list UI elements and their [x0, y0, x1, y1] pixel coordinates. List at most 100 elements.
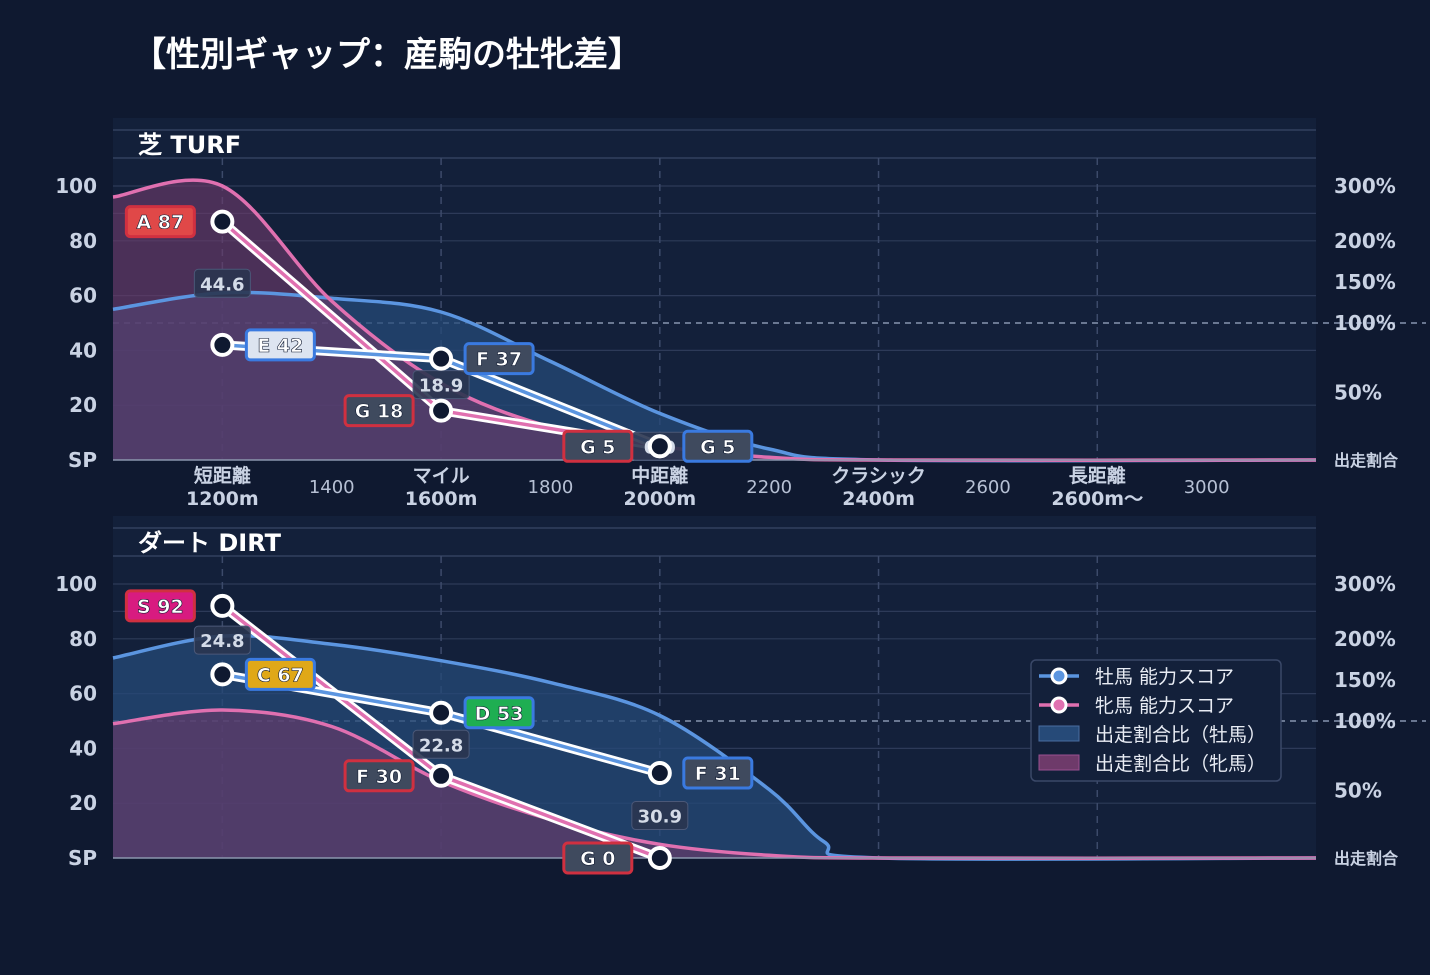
grade-badge-box: [562, 429, 634, 463]
grade-badge-box: [124, 205, 196, 239]
ratio-tick-label: 50%: [1334, 779, 1382, 803]
grade-badge-text: S 92: [137, 596, 184, 618]
y-tick-label: 60: [69, 682, 97, 706]
x-major-label: クラシック: [831, 465, 926, 487]
grade-badge-text: G 0: [580, 848, 615, 870]
ratio-tick-label: 100%: [1334, 709, 1396, 733]
grade-badge-box: [244, 657, 316, 691]
grade-badge-text: F 30: [356, 766, 402, 788]
gap-label-text: 30.9: [638, 807, 682, 828]
score-point-female: [429, 763, 454, 788]
grade-badge-text: G 5: [580, 436, 615, 458]
gap-label: 30.9: [631, 801, 689, 831]
legend-item-female-score: 牝馬 能力スコア: [1039, 695, 1234, 717]
grade-badge-male: D 53: [463, 696, 535, 730]
grade-badge-male: G 5: [682, 429, 754, 463]
score-point-male: [647, 761, 672, 786]
y-tick-label: 80: [69, 229, 97, 253]
grade-badge-text: G 5: [700, 436, 735, 458]
grade-badge-male: C 67: [244, 657, 316, 691]
score-point-male: [210, 332, 235, 357]
y-tick-label: 20: [69, 393, 97, 417]
score-point-female: [210, 593, 235, 618]
gap-label-text: 24.8: [200, 631, 244, 652]
grade-badge-female: A 87: [124, 205, 196, 239]
gap-label: 22.8: [412, 729, 470, 759]
legend-item-male-ratio: 出走割合比（牡馬）: [1038, 724, 1266, 746]
y-tick-label: 100: [55, 174, 97, 198]
ratio-tick-label: 50%: [1334, 381, 1382, 405]
grade-badge-female: F 30: [343, 759, 415, 793]
grade-badge-box: [124, 589, 196, 623]
gap-label-text: 22.8: [419, 735, 463, 756]
y-tick-label: 40: [69, 338, 97, 362]
x-major-distance: 2600m〜: [1051, 488, 1143, 510]
legend-label: 牝馬 能力スコア: [1095, 695, 1234, 717]
x-major-label: 中距離: [631, 464, 688, 487]
grade-badge-text: E 42: [257, 335, 303, 357]
ratio-tick-label: 150%: [1334, 668, 1396, 692]
grade-badge-male: E 42: [244, 328, 316, 362]
grade-badge-box: [244, 328, 316, 362]
gap-label-box: [631, 801, 689, 831]
grade-badge-female: G 0: [562, 841, 634, 875]
x-major-distance: 1600m: [405, 488, 478, 510]
legend-label: 出走割合比（牝馬）: [1095, 753, 1266, 775]
grade-badge-text: F 37: [476, 349, 522, 371]
ratio-tick-label: 出走割合: [1334, 849, 1399, 868]
gap-label-box: [412, 729, 470, 759]
legend-label: 出走割合比（牡馬）: [1095, 724, 1266, 746]
x-major-label: 短距離: [194, 464, 251, 487]
grade-badge-text: F 31: [695, 763, 741, 785]
ratio-tick-label: 100%: [1334, 311, 1396, 335]
grade-badge-box: [343, 759, 415, 793]
legend-label: 牡馬 能力スコア: [1095, 666, 1234, 688]
x-major-label: 長距離: [1069, 464, 1126, 487]
gap-label-text: 18.9: [419, 376, 463, 397]
grade-badge-box: [463, 342, 535, 376]
grade-badge-female: G 18: [343, 394, 415, 428]
grade-badge-male: F 31: [682, 756, 754, 790]
legend-swatch-marker: [1050, 696, 1068, 714]
legend-swatch-area: [1038, 725, 1080, 742]
score-point-female: [647, 846, 672, 870]
gap-label-text: 44.6: [200, 274, 244, 295]
score-point-male: [429, 700, 454, 725]
grade-badge-text: A 87: [136, 212, 184, 234]
gap-label-box: [193, 268, 251, 298]
chart-panel-dirt: ダート DIRT SP 20 40 60 80 100 出走割合 50% 100% 150% 200%…: [55, 516, 1426, 875]
grade-badge-box: [682, 429, 754, 463]
y-tick-label: 40: [69, 736, 97, 760]
gap-label: 44.6: [193, 268, 251, 298]
legend-item-female-ratio: 出走割合比（牝馬）: [1038, 753, 1266, 775]
y-tick-label: 60: [69, 284, 97, 308]
grade-badge-female: G 5: [562, 429, 634, 463]
gap-label-box: [412, 370, 470, 400]
grade-badge-text: C 67: [257, 664, 304, 686]
panel-title: 芝 TURF: [138, 131, 241, 159]
gap-label: 24.8: [193, 625, 251, 655]
score-point-female: [647, 434, 672, 459]
score-point-male: [210, 662, 235, 687]
ratio-tick-label: 200%: [1334, 229, 1396, 253]
legend-item-male-score: 牡馬 能力スコア: [1039, 666, 1234, 688]
y-tick-label: 80: [69, 627, 97, 651]
grade-badge-male: F 37: [463, 342, 535, 376]
grade-badge-box: [682, 756, 754, 790]
y-tick-label: SP: [68, 846, 97, 870]
panel-title: ダート DIRT: [138, 529, 282, 557]
x-major-distance: 2400m: [842, 488, 915, 510]
chart-title: 【性別ギャップ：産駒の牡牝差】: [132, 35, 642, 75]
grade-badge-female: S 92: [124, 589, 196, 623]
grade-badge-box: [562, 841, 634, 875]
chart-panel-turf: 芝 TURF SP 20 40 60 80 100 出走割合 50% 100% 150% 200% 30…: [55, 118, 1426, 510]
ratio-tick-label: 出走割合: [1334, 451, 1399, 470]
score-point-female: [429, 398, 454, 423]
gap-label-box: [193, 625, 251, 655]
legend-box: [1030, 659, 1282, 782]
legend-swatch-area: [1038, 754, 1080, 771]
grade-badge-text: D 53: [475, 703, 524, 725]
